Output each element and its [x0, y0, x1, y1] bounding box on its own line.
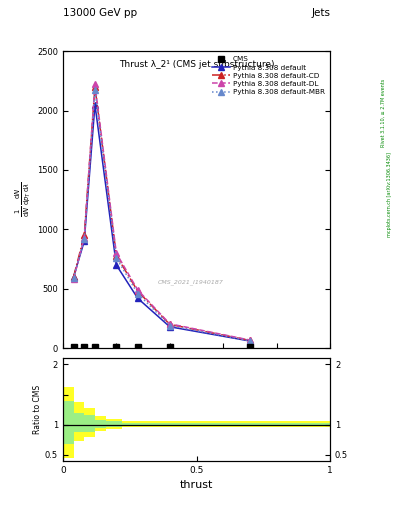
- Text: CMS_2021_I1940187: CMS_2021_I1940187: [158, 279, 224, 285]
- Text: mcplots.cern.ch [arXiv:1306.3436]: mcplots.cern.ch [arXiv:1306.3436]: [387, 152, 391, 237]
- Text: Jets: Jets: [311, 8, 330, 18]
- X-axis label: thrust: thrust: [180, 480, 213, 490]
- Text: 13000 GeV pp: 13000 GeV pp: [63, 8, 137, 18]
- Text: Rivet 3.1.10, ≥ 2.7M events: Rivet 3.1.10, ≥ 2.7M events: [381, 78, 386, 147]
- Text: Thrust λ_2¹ (CMS jet substructure): Thrust λ_2¹ (CMS jet substructure): [119, 60, 274, 69]
- Y-axis label: Ratio to CMS: Ratio to CMS: [33, 385, 42, 434]
- Legend: CMS, Pythia 8.308 default, Pythia 8.308 default-CD, Pythia 8.308 default-DL, Pyt: CMS, Pythia 8.308 default, Pythia 8.308 …: [211, 55, 327, 97]
- Y-axis label: $\frac{1}{\mathrm{d}N}\,\frac{\mathrm{d}N}{\mathrm{d}p_T\,\mathrm{d}\lambda}$: $\frac{1}{\mathrm{d}N}\,\frac{\mathrm{d}…: [13, 182, 33, 218]
